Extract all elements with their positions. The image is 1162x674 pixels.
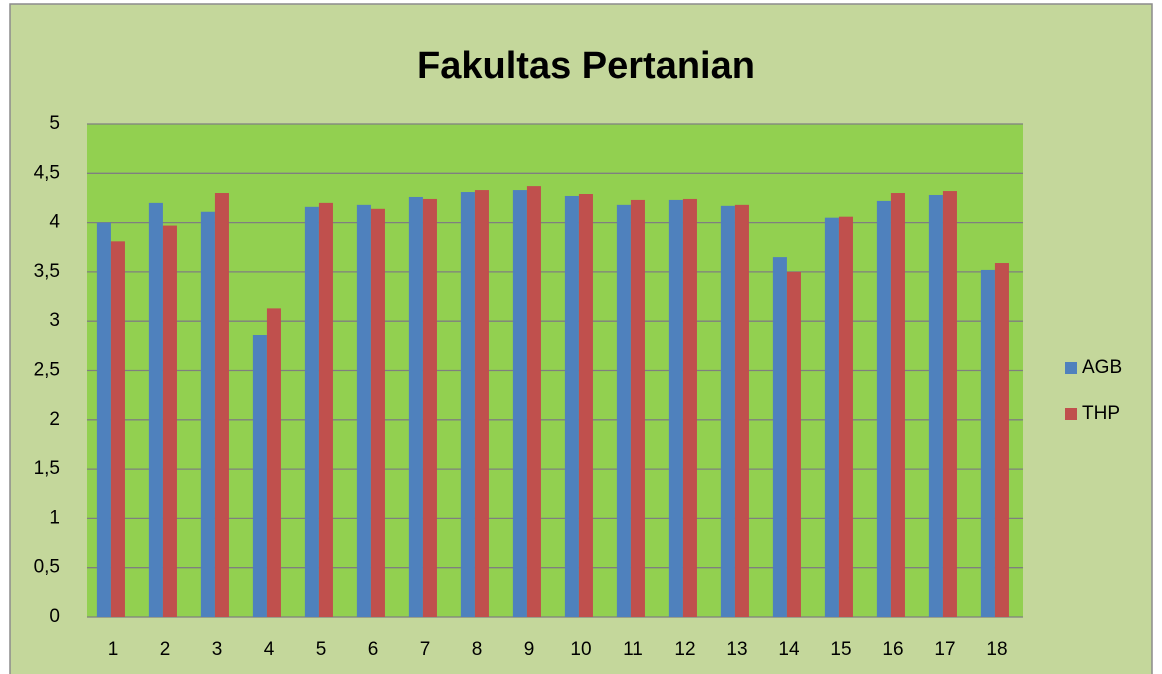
x-tick-label: 11: [623, 639, 643, 660]
bar: [668, 199, 683, 617]
y-tick-label: 2: [49, 409, 60, 430]
x-tick-label: 15: [830, 639, 851, 660]
x-tick-label: 7: [420, 639, 431, 660]
y-tick-label: 0: [49, 606, 60, 627]
bar: [460, 192, 475, 617]
x-tick-label: 17: [934, 639, 955, 660]
bar: [422, 198, 437, 617]
x-tick-label: 18: [986, 639, 1007, 660]
x-tick-label: 5: [316, 639, 327, 660]
bar: [252, 335, 267, 617]
y-tick-label: 4,5: [34, 162, 60, 183]
bar: [214, 193, 229, 617]
bar: [616, 204, 631, 618]
y-tick-label: 4: [49, 212, 60, 233]
x-tick-label: 1: [108, 639, 119, 660]
bar: [838, 216, 853, 617]
bar: [564, 195, 579, 617]
x-tick-label: 8: [472, 639, 483, 660]
bar: [370, 208, 385, 617]
bar: [304, 206, 319, 617]
bar: [890, 193, 905, 617]
bar: [318, 202, 333, 617]
bar: [786, 271, 801, 617]
y-tick-label: 5: [49, 113, 60, 134]
bar: [994, 263, 1009, 617]
bar: [162, 225, 177, 618]
y-tick-label: 3: [49, 310, 60, 331]
y-tick-label: 2,5: [34, 360, 60, 381]
bar: [512, 190, 527, 617]
x-tick-label: 14: [778, 639, 800, 660]
bar: [630, 199, 645, 617]
bar: [772, 257, 787, 617]
chart-title: Fakultas Pertanian: [417, 45, 755, 87]
bar: [96, 222, 111, 617]
bar: [526, 186, 541, 618]
y-tick-label: 0,5: [34, 557, 60, 578]
y-tick-label: 1: [49, 507, 60, 528]
x-tick-label: 13: [726, 639, 747, 660]
bar: [720, 205, 735, 617]
x-tick-label: 9: [524, 639, 535, 660]
legend-swatch: [1065, 408, 1077, 420]
bar: [110, 241, 125, 618]
legend-label: THP: [1082, 403, 1120, 424]
bar: [266, 308, 281, 617]
bar: [578, 194, 593, 618]
bar: [356, 204, 371, 618]
y-tick-label: 3,5: [34, 261, 60, 282]
legend-label: AGB: [1082, 357, 1122, 378]
bar: [148, 202, 163, 617]
bar: [980, 269, 995, 617]
x-tick-label: 3: [212, 639, 223, 660]
bar: [682, 198, 697, 617]
x-tick-label: 12: [674, 639, 695, 660]
bar: [734, 204, 749, 618]
bar: [474, 190, 489, 617]
y-tick-label: 1,5: [34, 458, 60, 479]
bar: [408, 196, 423, 618]
x-tick-label: 2: [160, 639, 171, 660]
bar: [928, 194, 943, 617]
bar: [200, 211, 215, 617]
legend-swatch: [1065, 362, 1077, 374]
x-tick-label: 6: [368, 639, 379, 660]
bar: [876, 200, 891, 617]
bar: [942, 191, 957, 617]
bar: [824, 217, 839, 618]
x-tick-label: 4: [264, 639, 275, 660]
x-tick-label: 16: [882, 639, 903, 660]
x-tick-label: 10: [570, 639, 591, 660]
